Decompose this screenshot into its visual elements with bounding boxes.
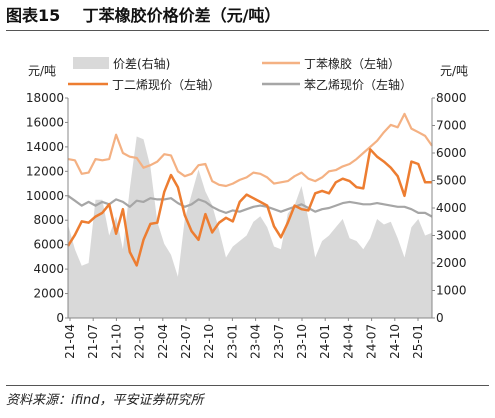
x-tick-label: 24-01: [318, 324, 332, 359]
axes: 0200040006000800010000120001400016000180…: [26, 91, 467, 359]
legend-label-sbr: 丁苯橡胶（左轴）: [304, 56, 400, 71]
y-left-tick-label: 4000: [33, 262, 64, 276]
y-right-tick-label: 3000: [436, 229, 467, 243]
legend-label-sm: 苯乙烯现价（左轴）: [304, 77, 412, 92]
x-tick-label: 22-10: [202, 324, 216, 359]
y-right-tick-label: 2000: [436, 256, 467, 270]
y-right-tick-label: 7000: [436, 119, 467, 133]
x-tick-label: 23-04: [249, 324, 263, 359]
x-tick-label: 21-04: [63, 324, 77, 359]
series-area-spread: [68, 136, 432, 318]
x-tick-label: 22-04: [156, 324, 170, 359]
y-left-tick-label: 10000: [26, 189, 64, 203]
legend-label-spread: 价差(右轴): [113, 56, 170, 71]
x-tick-label: 25-01: [411, 324, 425, 359]
right-axis-unit: 元/吨: [440, 64, 468, 78]
x-tick-label: 22-01: [133, 324, 147, 359]
y-left-tick-label: 0: [56, 311, 64, 325]
x-tick-label: 22-07: [179, 324, 193, 359]
y-right-tick-label: 8000: [436, 91, 467, 105]
series-line-bd: [66, 148, 432, 267]
left-axis-unit: 元/吨: [28, 64, 56, 78]
x-tick-label: 21-10: [109, 324, 123, 359]
y-left-tick-label: 18000: [26, 91, 64, 105]
chart: 价差(右轴) 丁苯橡胶（左轴） 丁二烯现价（左轴） 苯乙烯现价（左轴） 元/吨 …: [26, 56, 468, 359]
y-right-tick-label: 4000: [436, 201, 467, 215]
y-left-tick-label: 12000: [26, 164, 64, 178]
x-tick-label: 23-01: [225, 324, 239, 359]
y-left-tick-label: 2000: [33, 287, 64, 301]
source-rule: [6, 385, 489, 386]
legend-label-bd: 丁二烯现价（左轴）: [112, 77, 220, 92]
y-right-tick-label: 0: [436, 311, 444, 325]
series-line-sbr: [67, 112, 433, 188]
title-text: 丁苯橡胶价格价差（元/吨）: [82, 6, 281, 25]
y-left-tick-label: 16000: [26, 115, 64, 129]
source-note: 资料来源：ifind，平安证券研究所: [6, 393, 204, 408]
y-left-tick-label: 8000: [33, 213, 64, 227]
title-number: 图表15: [6, 6, 61, 25]
y-left-tick-label: 6000: [33, 238, 64, 252]
y-right-tick-label: 6000: [436, 146, 467, 160]
chart-title: 图表15 丁苯橡胶价格价差（元/吨）: [6, 4, 489, 28]
x-tick-label: 24-10: [388, 324, 402, 359]
x-tick-label: 21-07: [86, 324, 100, 359]
x-tick-label: 24-07: [365, 324, 379, 359]
x-tick-label: 23-10: [295, 324, 309, 359]
y-right-tick-label: 1000: [436, 284, 467, 298]
legend-swatch-spread: [73, 57, 109, 69]
title-rule: [6, 30, 489, 31]
plot-area: [66, 112, 433, 318]
y-right-tick-label: 5000: [436, 174, 467, 188]
x-tick-label: 24-04: [341, 324, 355, 359]
legend: 价差(右轴) 丁苯橡胶（左轴） 丁二烯现价（左轴） 苯乙烯现价（左轴）: [68, 56, 412, 92]
y-left-tick-label: 14000: [26, 140, 64, 154]
series-line-sm: [67, 194, 433, 218]
x-tick-label: 23-07: [272, 324, 286, 359]
